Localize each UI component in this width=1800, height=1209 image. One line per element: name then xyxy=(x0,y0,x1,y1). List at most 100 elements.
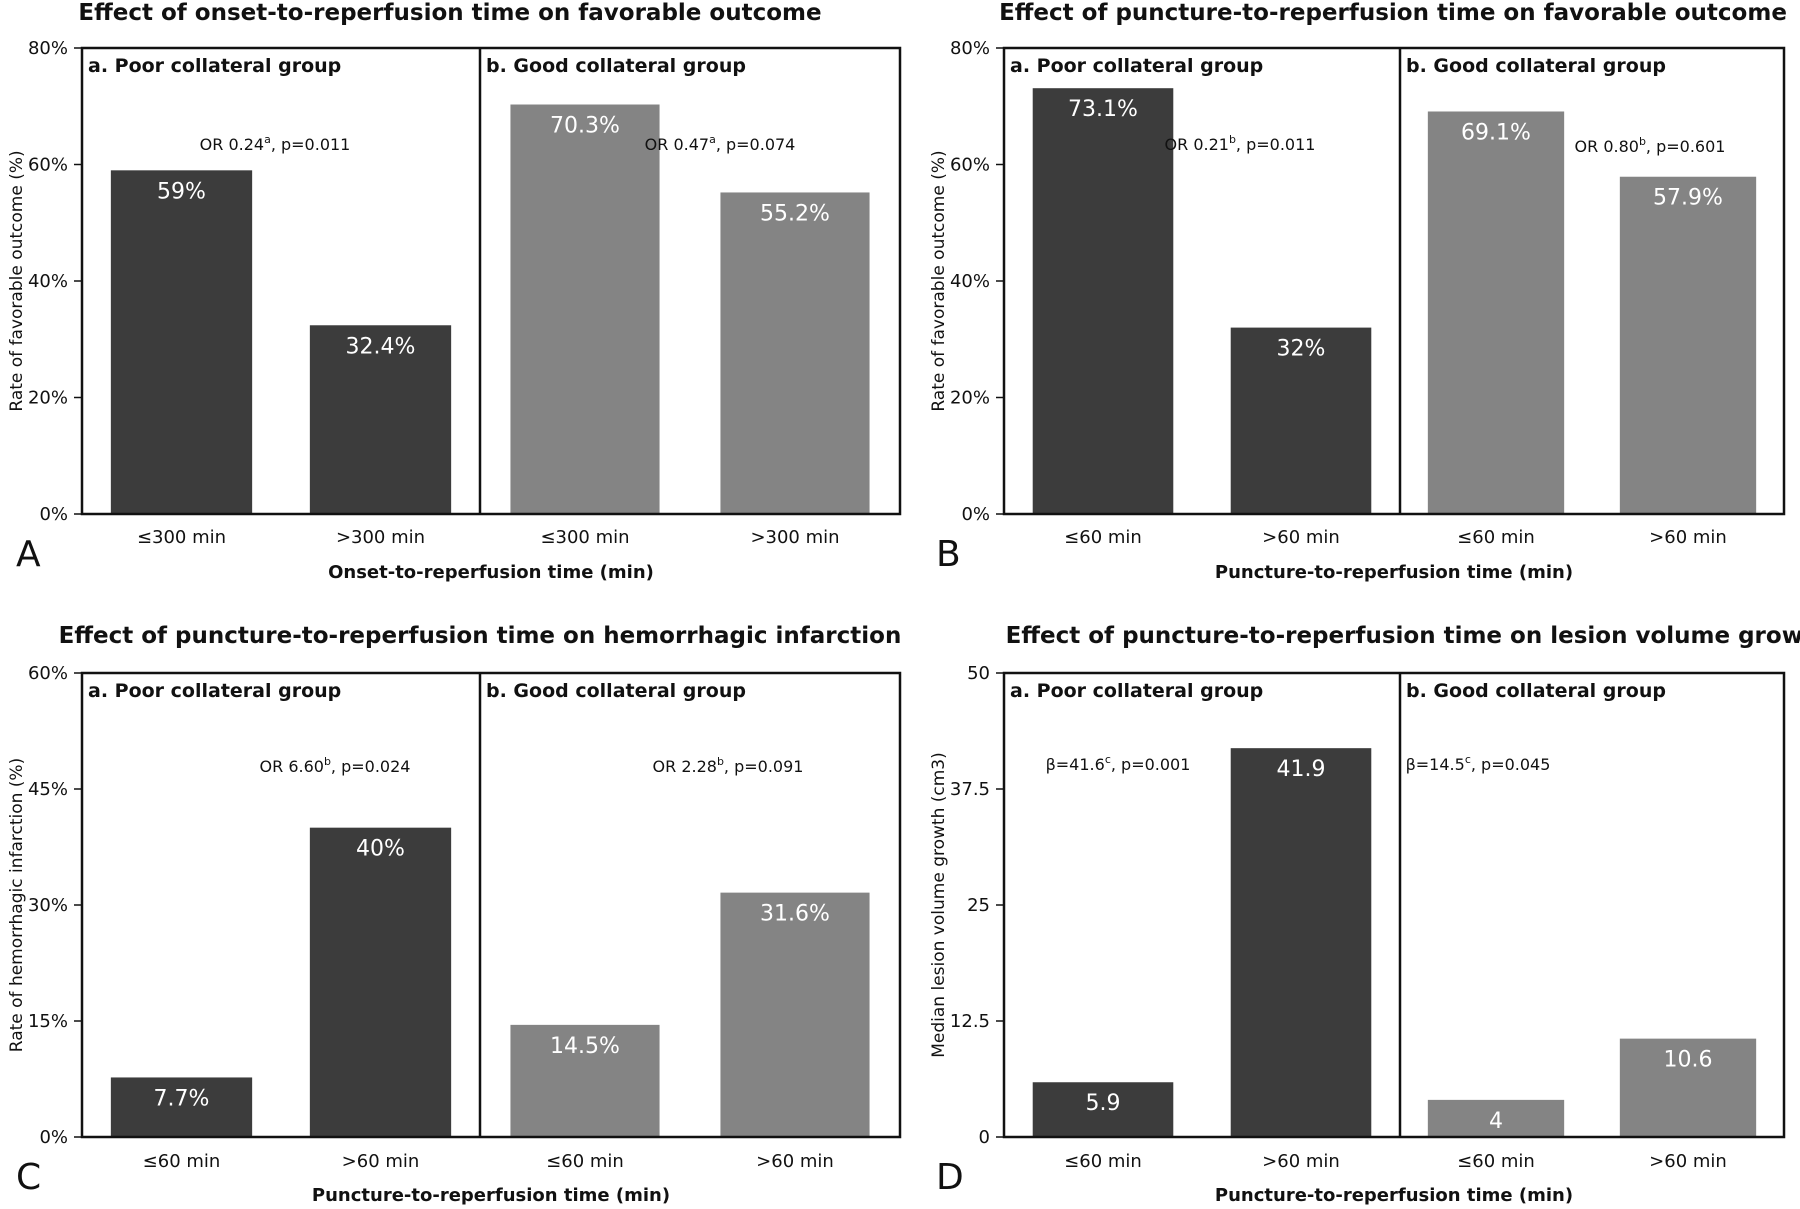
stat-annotation: OR 0.80b, p=0.601 xyxy=(1575,135,1726,156)
y-tick-label: 12.5 xyxy=(950,1011,990,1032)
stat-annotation: OR 0.21b, p=0.011 xyxy=(1165,133,1316,154)
bar xyxy=(1619,176,1757,515)
group-label: a. Poor collateral group xyxy=(88,55,341,77)
x-axis-title: Puncture-to-reperfusion time (min) xyxy=(1215,1185,1573,1206)
bar-value-label: 41.9 xyxy=(1277,757,1326,782)
plot-frame xyxy=(80,671,902,1139)
group-label: b. Good collateral group xyxy=(1406,680,1666,702)
bar-value-label: 10.6 xyxy=(1664,1048,1713,1073)
bar-group-poor-collateral: a. Poor collateral group 7.7% ≤60 min 40% >6… xyxy=(88,680,452,1172)
y-tick-label: 60% xyxy=(28,155,68,176)
bar xyxy=(720,892,870,1137)
bar-group-good-collateral: b. Good collateral group 70.3% ≤300 min 55.… xyxy=(486,55,870,548)
group-label: b. Good collateral group xyxy=(486,55,746,77)
bar xyxy=(1427,111,1565,515)
x-axis-title: Puncture-to-reperfusion time (min) xyxy=(312,1185,670,1206)
x-category-label: >300 min xyxy=(750,527,839,548)
chart-title: Effect of puncture-to-reperfusion time o… xyxy=(59,623,902,649)
y-tick-label: 20% xyxy=(950,388,990,409)
bar-value-label: 40% xyxy=(356,837,405,862)
x-axis-title: Puncture-to-reperfusion time (min) xyxy=(1215,562,1573,583)
bar-value-label: 14.5% xyxy=(550,1034,620,1059)
plot-frame xyxy=(1002,46,1786,516)
bar xyxy=(309,827,452,1137)
bar-value-label: 4 xyxy=(1489,1109,1503,1134)
x-category-label: ≤60 min xyxy=(1064,1151,1142,1172)
bar-value-label: 73.1% xyxy=(1068,97,1138,122)
y-tick-label: 25 xyxy=(967,895,990,916)
x-category-label: ≤60 min xyxy=(546,1151,624,1172)
stat-annotation: OR 0.47a, p=0.074 xyxy=(645,133,796,154)
chart-title: Effect of onset-to-reperfusion time on f… xyxy=(78,0,821,26)
plot-frame xyxy=(80,46,902,516)
bar-group-poor-collateral: a. Poor collateral group 5.9 ≤60 min 41.9 >6… xyxy=(1010,680,1372,1172)
y-tick-label: 30% xyxy=(28,895,68,916)
chart-panel-c: Effect of puncture-to-reperfusion time o… xyxy=(7,623,901,1206)
x-category-label: >60 min xyxy=(1262,1151,1340,1172)
y-axis-title: Rate of favorable outcome (%) xyxy=(7,150,27,411)
x-category-label: ≤60 min xyxy=(1457,1151,1535,1172)
bar-group-good-collateral: b. Good collateral group 69.1% ≤60 min 57.9… xyxy=(1406,55,1757,548)
y-tick-label: 40% xyxy=(950,271,990,292)
bar-group-good-collateral: b. Good collateral group 14.5% ≤60 min 31.6… xyxy=(486,680,870,1172)
group-label: a. Poor collateral group xyxy=(1010,55,1263,77)
group-label: b. Good collateral group xyxy=(1406,55,1666,77)
bar-group-poor-collateral: a. Poor collateral group 73.1% ≤60 min 32% >… xyxy=(1010,55,1372,548)
y-tick-label: 0% xyxy=(39,1127,68,1148)
bar-group-good-collateral: b. Good collateral group 4 ≤60 min 10.6 >60 … xyxy=(1406,680,1757,1172)
x-category-label: ≤300 min xyxy=(137,527,226,548)
bar-group-poor-collateral: a. Poor collateral group 59% ≤300 min 32.4%… xyxy=(88,55,452,548)
x-category-label: >60 min xyxy=(756,1151,834,1172)
plot-frame xyxy=(1002,671,1786,1139)
x-category-label: ≤60 min xyxy=(143,1151,221,1172)
y-tick-label: 60% xyxy=(28,663,68,684)
y-axis-title: Rate of favorable outcome (%) xyxy=(929,150,949,411)
stat-annotation: OR 2.28b, p=0.091 xyxy=(653,755,804,776)
y-tick-label: 60% xyxy=(950,155,990,176)
stat-annotation: OR 6.60b, p=0.024 xyxy=(260,755,411,776)
stat-annotation: OR 0.24a, p=0.011 xyxy=(200,133,351,154)
bar xyxy=(720,192,870,514)
x-category-label: >60 min xyxy=(1649,527,1727,548)
bar-value-label: 57.9% xyxy=(1653,186,1723,211)
bar xyxy=(1032,88,1174,514)
y-tick-label: 40% xyxy=(28,271,68,292)
bar xyxy=(309,325,452,514)
y-tick-label: 45% xyxy=(28,779,68,800)
bar-value-label: 69.1% xyxy=(1461,120,1531,145)
x-category-label: >60 min xyxy=(342,1151,420,1172)
bar-value-label: 55.2% xyxy=(760,201,830,226)
bar xyxy=(510,1024,660,1137)
x-category-label: ≤60 min xyxy=(1457,527,1535,548)
x-category-label: >60 min xyxy=(1262,527,1340,548)
x-axis-title: Onset-to-reperfusion time (min) xyxy=(328,562,654,583)
bar xyxy=(1619,1038,1757,1137)
y-tick-label: 80% xyxy=(28,38,68,59)
x-category-label: ≤60 min xyxy=(1064,527,1142,548)
y-tick-label: 0% xyxy=(961,504,990,525)
panel-letter: D xyxy=(936,1157,964,1198)
y-tick-label: 20% xyxy=(28,388,68,409)
bar-value-label: 31.6% xyxy=(760,902,830,927)
stat-annotation: β=41.6c, p=0.001 xyxy=(1046,753,1191,774)
x-category-label: >300 min xyxy=(336,527,425,548)
x-category-label: >60 min xyxy=(1649,1151,1727,1172)
y-tick-label: 50 xyxy=(967,663,990,684)
chart-panel-a: Effect of onset-to-reperfusion time on f… xyxy=(7,0,902,583)
bar-value-label: 32% xyxy=(1277,337,1326,362)
bar xyxy=(1230,748,1372,1137)
chart-panel-d: Effect of puncture-to-reperfusion time o… xyxy=(929,623,1800,1206)
group-label: a. Poor collateral group xyxy=(1010,680,1263,702)
panel-letter: B xyxy=(936,534,961,575)
bar-value-label: 7.7% xyxy=(154,1086,210,1111)
bar xyxy=(510,104,660,514)
bar xyxy=(1032,1082,1174,1137)
y-tick-label: 0% xyxy=(39,504,68,525)
bar xyxy=(1230,327,1372,514)
bar-value-label: 5.9 xyxy=(1086,1091,1121,1116)
chart-title: Effect of puncture-to-reperfusion time o… xyxy=(999,0,1787,26)
bar xyxy=(1427,1099,1565,1137)
y-tick-label: 0 xyxy=(979,1127,990,1148)
group-label: b. Good collateral group xyxy=(486,680,746,702)
